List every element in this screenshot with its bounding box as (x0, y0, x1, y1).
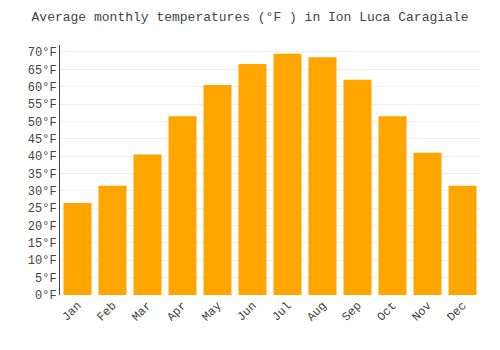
svg-text:15°F: 15°F (28, 237, 57, 251)
svg-text:20°F: 20°F (28, 220, 57, 234)
svg-text:Oct: Oct (374, 299, 399, 324)
svg-text:0°F: 0°F (35, 289, 57, 303)
svg-text:Jun: Jun (234, 299, 259, 324)
svg-text:70°F: 70°F (28, 46, 57, 60)
svg-text:Average monthly temperatures (: Average monthly temperatures (°F ) in Io… (32, 10, 469, 25)
svg-text:Apr: Apr (164, 299, 189, 324)
svg-text:30°F: 30°F (28, 185, 57, 199)
svg-text:40°F: 40°F (28, 150, 57, 164)
svg-text:Aug: Aug (304, 299, 329, 324)
svg-text:Dec: Dec (444, 299, 469, 324)
svg-text:50°F: 50°F (28, 116, 57, 130)
svg-text:25°F: 25°F (28, 202, 57, 216)
svg-text:Sep: Sep (339, 299, 364, 324)
svg-text:Jul: Jul (269, 299, 294, 324)
svg-text:Mar: Mar (129, 299, 154, 324)
svg-text:Nov: Nov (409, 299, 434, 324)
svg-text:May: May (199, 299, 224, 324)
svg-text:65°F: 65°F (28, 64, 57, 78)
svg-text:Feb: Feb (94, 299, 119, 324)
svg-text:10°F: 10°F (28, 254, 57, 268)
svg-text:60°F: 60°F (28, 81, 57, 95)
svg-text:Jan: Jan (59, 299, 84, 324)
svg-text:35°F: 35°F (28, 168, 57, 182)
svg-text:45°F: 45°F (28, 133, 57, 147)
svg-text:5°F: 5°F (35, 272, 57, 286)
svg-text:55°F: 55°F (28, 98, 57, 112)
